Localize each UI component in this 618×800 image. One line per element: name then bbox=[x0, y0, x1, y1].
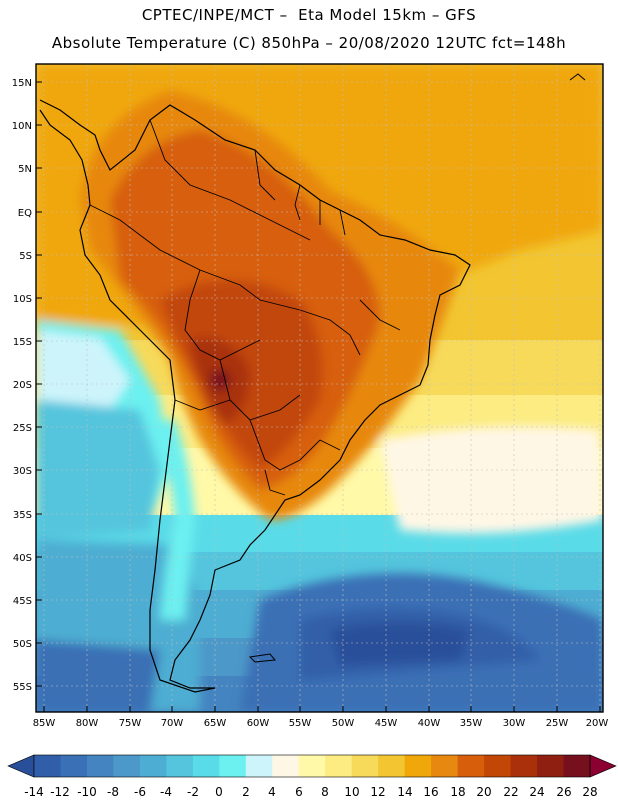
lon-label: 75W bbox=[119, 718, 142, 729]
temperature-field bbox=[36, 64, 603, 712]
lon-label: 20W bbox=[586, 718, 609, 729]
colorbar-label: 20 bbox=[476, 785, 491, 799]
lat-label: 15N bbox=[12, 78, 32, 89]
colorbar-label: 14 bbox=[397, 785, 412, 799]
colorbar-label: 28 bbox=[582, 785, 597, 799]
lat-label: 5N bbox=[18, 164, 32, 175]
lat-label: 10N bbox=[12, 121, 32, 132]
colorbar-label: -10 bbox=[77, 785, 97, 799]
colorbar-swatch bbox=[457, 755, 485, 777]
colorbar-label: 0 bbox=[215, 785, 223, 799]
colorbar-label: 26 bbox=[556, 785, 571, 799]
title-line-2: Absolute Temperature (C) 850hPa – 20/08/… bbox=[51, 34, 567, 52]
colorbar-swatch bbox=[298, 755, 326, 777]
colorbar-label: 6 bbox=[295, 785, 303, 799]
colorbar-label: 2 bbox=[242, 785, 250, 799]
longitude-labels: 85W 80W 75W 70W 65W 60W 55W 50W 45W 40W … bbox=[33, 718, 609, 729]
colorbar-swatch bbox=[563, 755, 591, 777]
colorbar-label: 16 bbox=[423, 785, 438, 799]
colorbar-label: -12 bbox=[50, 785, 70, 799]
map-frame bbox=[35, 63, 604, 713]
lon-label: 25W bbox=[546, 718, 569, 729]
colorbar-label: 4 bbox=[268, 785, 276, 799]
colorbar-swatch bbox=[351, 755, 379, 777]
colorbar-swatch bbox=[484, 755, 511, 777]
lat-label: 45S bbox=[13, 596, 32, 607]
colorbar-swatch bbox=[537, 755, 564, 777]
lon-label: 65W bbox=[204, 718, 227, 729]
colorbar-label: -6 bbox=[134, 785, 146, 799]
colorbar-swatch bbox=[325, 755, 353, 777]
lon-label: 45W bbox=[375, 718, 398, 729]
colorbar-swatch bbox=[245, 755, 273, 777]
lon-label: 70W bbox=[161, 718, 184, 729]
colorbar-labels: -14 -12 -10 -8 -6 -4 -2 0 2 4 6 8 10 12 … bbox=[24, 785, 597, 799]
lat-label: 40S bbox=[13, 553, 32, 564]
colorbar-frame bbox=[33, 754, 591, 778]
colorbar-swatch bbox=[431, 755, 459, 777]
lon-label: 55W bbox=[289, 718, 312, 729]
latitude-labels: 15N 10N 5N EQ 5S 10S 15S 20S 25S 30S 35S… bbox=[12, 78, 32, 693]
title-line-1: CPTEC/INPE/MCT – Eta Model 15km – GFS bbox=[141, 6, 477, 24]
colorbar-swatch bbox=[166, 755, 194, 777]
lat-label: 25S bbox=[13, 423, 32, 434]
lat-label: 15S bbox=[13, 337, 32, 348]
colorbar-min-arrow bbox=[7, 754, 35, 778]
colorbar-swatch bbox=[60, 755, 88, 777]
lat-label: 35S bbox=[13, 510, 32, 521]
colorbar bbox=[7, 754, 617, 778]
colorbar-label: 8 bbox=[321, 785, 329, 799]
colorbar-swatch bbox=[34, 755, 61, 777]
colorbar-swatch bbox=[192, 755, 220, 777]
colorbar-label: 24 bbox=[529, 785, 544, 799]
lat-label: EQ bbox=[18, 208, 32, 219]
colorbar-label: -4 bbox=[160, 785, 172, 799]
colorbar-label: -14 bbox=[24, 785, 44, 799]
colorbar-swatch bbox=[113, 755, 141, 777]
colorbar-swatch bbox=[219, 755, 247, 777]
axis-ticks bbox=[36, 81, 601, 712]
lat-label: 50S bbox=[13, 639, 32, 650]
colorbar-swatch bbox=[272, 755, 300, 777]
colorbar-swatch bbox=[139, 755, 167, 777]
lon-label: 50W bbox=[332, 718, 355, 729]
lat-label: 10S bbox=[13, 294, 32, 305]
colorbar-swatch bbox=[378, 755, 406, 777]
colorbar-label: -8 bbox=[107, 785, 119, 799]
colorbar-label: 12 bbox=[370, 785, 385, 799]
colorbar-label: 22 bbox=[503, 785, 518, 799]
continent-outline bbox=[39, 99, 471, 693]
lat-label: 20S bbox=[13, 380, 32, 391]
colorbar-swatch bbox=[404, 755, 432, 777]
colorbar-swatch bbox=[510, 755, 538, 777]
lat-label: 5S bbox=[19, 251, 32, 262]
lat-label: 55S bbox=[13, 682, 32, 693]
lon-label: 35W bbox=[460, 718, 483, 729]
lon-label: 30W bbox=[503, 718, 526, 729]
colorbar-label: 18 bbox=[450, 785, 465, 799]
colorbar-swatch bbox=[86, 755, 114, 777]
lon-label: 40W bbox=[418, 718, 441, 729]
lat-label: 30S bbox=[13, 466, 32, 477]
colorbar-max-arrow bbox=[589, 754, 617, 778]
colorbar-label: -2 bbox=[187, 785, 199, 799]
lon-label: 80W bbox=[76, 718, 99, 729]
lon-label: 60W bbox=[247, 718, 270, 729]
colorbar-label: 10 bbox=[344, 785, 359, 799]
lon-label: 85W bbox=[33, 718, 56, 729]
